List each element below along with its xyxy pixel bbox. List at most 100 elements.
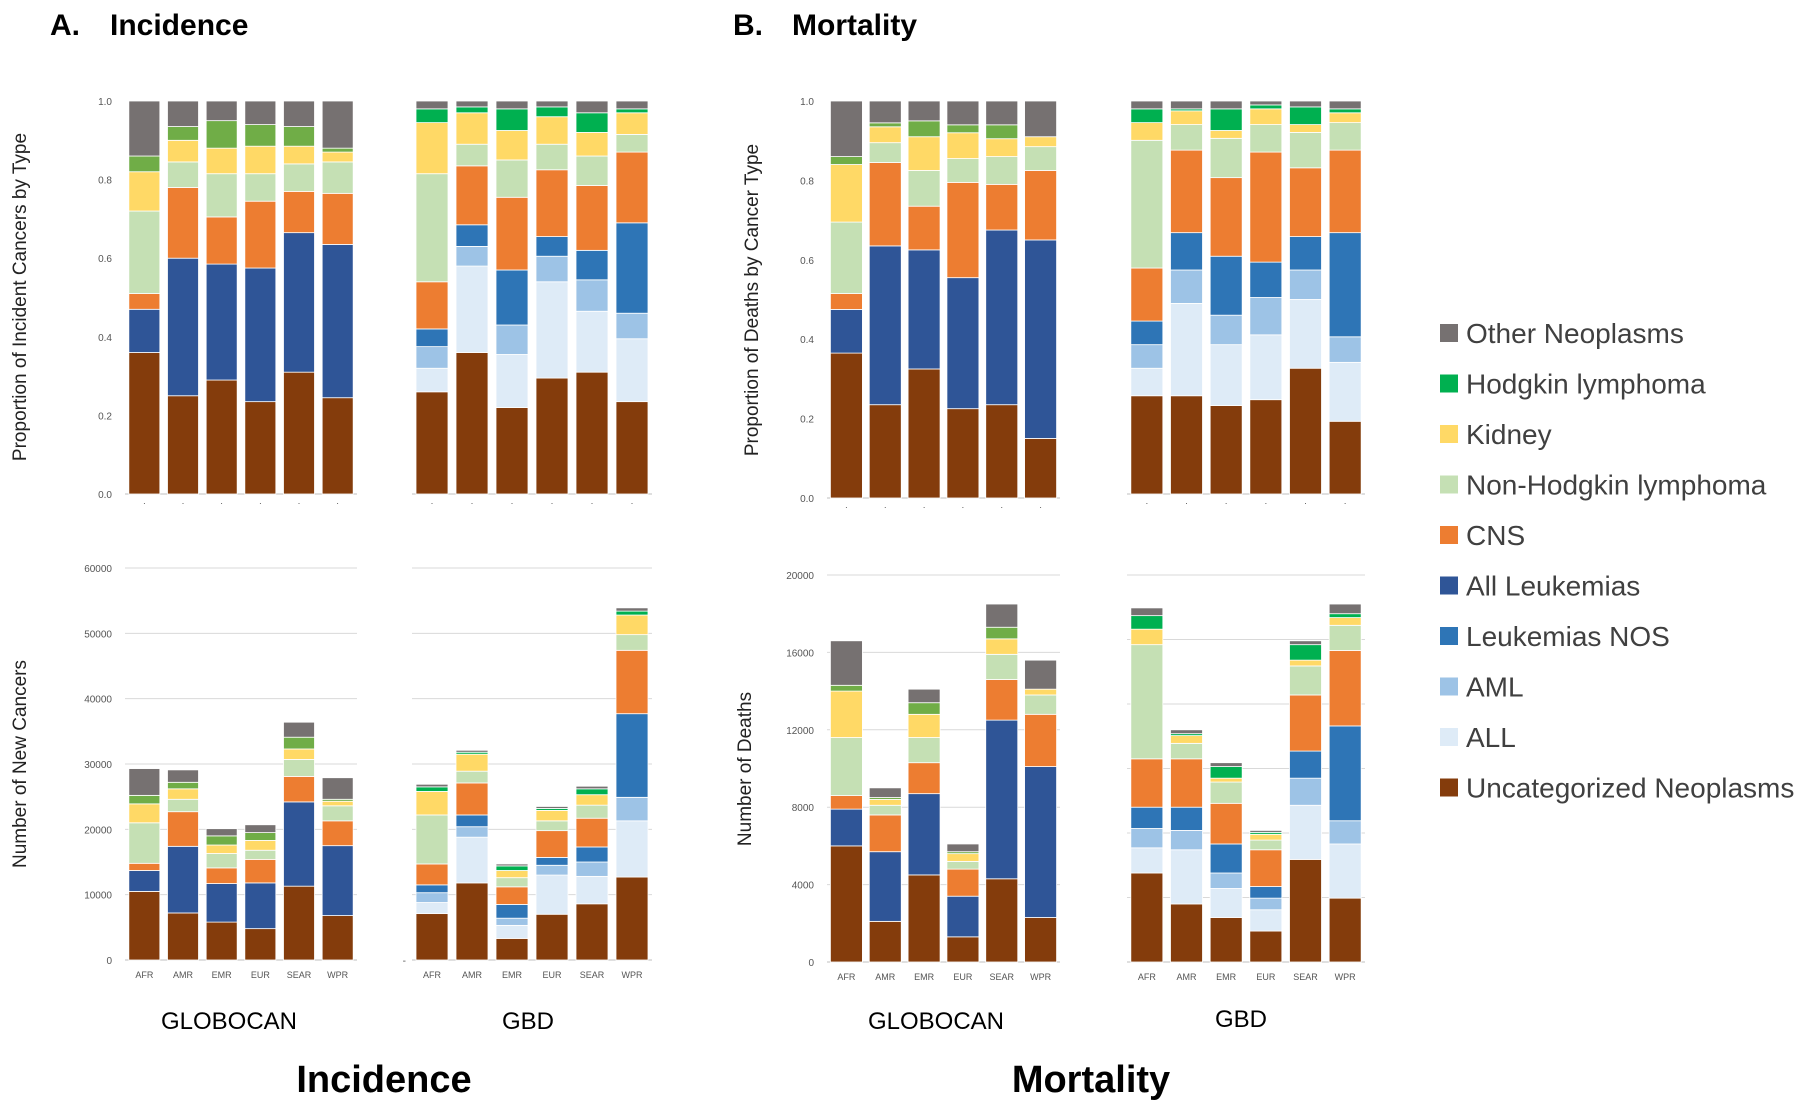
- bar-segment: [907, 120, 941, 138]
- bar-segment: [1289, 777, 1322, 806]
- legend-label: Non-Hodgkin lymphoma: [1466, 470, 1767, 501]
- bar-segment: [615, 338, 649, 403]
- bar-segment: [615, 100, 649, 110]
- bar-segment: [415, 108, 449, 124]
- y-tick-label: 0.6: [800, 256, 814, 267]
- bar-segment: [615, 634, 649, 651]
- bar-segment: [868, 851, 902, 922]
- bar-segment: [535, 874, 569, 915]
- bar-segment: [830, 808, 863, 847]
- bar-segment: [455, 165, 489, 226]
- y-tick-label: 60000: [84, 564, 112, 575]
- bar-segment: [1209, 314, 1243, 346]
- bar-segment: [1170, 903, 1203, 963]
- bar-segment: [415, 892, 449, 903]
- bar-segment: [167, 126, 199, 141]
- bar-segment: [535, 864, 569, 876]
- x-tick-label: EUR: [1256, 972, 1276, 982]
- y-tick-label: 50000: [84, 629, 112, 640]
- x-tick-mark: .: [298, 496, 301, 506]
- bar-segment: [615, 876, 649, 961]
- bar-segment: [1130, 828, 1164, 849]
- bar-segment: [946, 132, 980, 159]
- mortality-count-gbd-chart: AFR AMR EMR EUR SEAR WPR: [1127, 574, 1365, 982]
- bar-segment: [868, 142, 902, 163]
- legend-label: ALL: [1466, 722, 1516, 753]
- legend-label: Kidney: [1466, 419, 1552, 450]
- bar-segment: [1289, 236, 1322, 271]
- panel-b-label: B.: [733, 9, 763, 42]
- bar-segment: [1130, 872, 1164, 963]
- bar-segment: [615, 108, 649, 114]
- bar-segment: [167, 845, 199, 914]
- bar-segment: [244, 858, 277, 884]
- bar-segment: [1130, 395, 1164, 495]
- bar-segment: [244, 100, 277, 125]
- bar-segment: [946, 895, 980, 938]
- bar-segment: [1024, 170, 1057, 241]
- bar-segment: [205, 883, 238, 923]
- bar-segment: [167, 788, 199, 800]
- bar-segment: [167, 811, 199, 847]
- x-tick-label: SEAR: [1293, 972, 1318, 982]
- bar-segment: [907, 688, 941, 704]
- y-tick-label: 1.0: [800, 97, 814, 108]
- bar-segment: [907, 205, 941, 251]
- bar-segment: [167, 798, 199, 813]
- bar-segment: [1130, 806, 1164, 829]
- bar-segment: [455, 782, 489, 816]
- bar-segment: [1289, 299, 1322, 369]
- panel-a-title: Incidence: [110, 9, 248, 42]
- bar-segment: [575, 903, 609, 961]
- bar-segment: [1249, 334, 1283, 401]
- bar-segment: [535, 913, 569, 961]
- bar-segment: [1209, 781, 1243, 804]
- bar-segment: [907, 762, 941, 795]
- bar-segment: [1209, 888, 1243, 918]
- x-tick-mark: .: [845, 500, 848, 510]
- x-tick-mark: .: [591, 496, 594, 506]
- bar-segment: [1249, 124, 1283, 153]
- bar-segment: [535, 806, 569, 809]
- bar-segment: [985, 719, 1019, 880]
- bar-segment: [615, 796, 649, 822]
- bar-segment: [321, 161, 354, 194]
- x-tick-label: WPR: [1030, 972, 1051, 982]
- bar-segment: [1130, 139, 1164, 269]
- legend-swatch: [1440, 778, 1458, 797]
- bar-segment: [455, 100, 489, 108]
- bar-segment: [1170, 735, 1203, 744]
- y-axis-label: Proportion of Incident Cancers by Type: [10, 133, 31, 461]
- bar-segment: [1328, 843, 1362, 899]
- bar-segment: [167, 187, 199, 259]
- bar-segment: [575, 785, 609, 790]
- bar-segment: [1170, 830, 1203, 851]
- bar-segment: [575, 185, 609, 251]
- bar-segment: [615, 607, 649, 612]
- bar-segment: [575, 132, 609, 157]
- incidence-proportion-gbd-chart: ......: [412, 100, 652, 506]
- bar-segment: [455, 753, 489, 772]
- bar-segment: [1209, 762, 1243, 767]
- x-tick-mark: .: [471, 496, 474, 506]
- bar-segment: [283, 885, 315, 961]
- bar-segment: [495, 865, 529, 871]
- legend-label: All Leukemias: [1466, 571, 1640, 602]
- bar-segment: [128, 768, 161, 796]
- bar-segment: [985, 138, 1019, 157]
- bar-segment: [244, 832, 277, 841]
- bar-segment: [1170, 758, 1203, 808]
- x-tick-mark: .: [1146, 496, 1149, 506]
- incidence-proportion-globocan-chart: 0.0 0.2 0.4 0.6 0.8 1.0 Proportion of Incident…: [10, 97, 357, 506]
- bar-segment: [985, 404, 1019, 499]
- bar-segment: [455, 749, 489, 753]
- bar-segment: [1170, 806, 1203, 831]
- bar-segment: [1130, 122, 1164, 141]
- bar-segment: [1130, 615, 1164, 630]
- x-tick-mark: .: [923, 500, 926, 510]
- y-tick-label: 0.0: [98, 490, 112, 501]
- y-tick-label: 0: [106, 956, 112, 967]
- legend-swatch: [1440, 728, 1458, 746]
- y-tick-label: 0: [808, 958, 814, 969]
- bar-segment: [205, 921, 238, 961]
